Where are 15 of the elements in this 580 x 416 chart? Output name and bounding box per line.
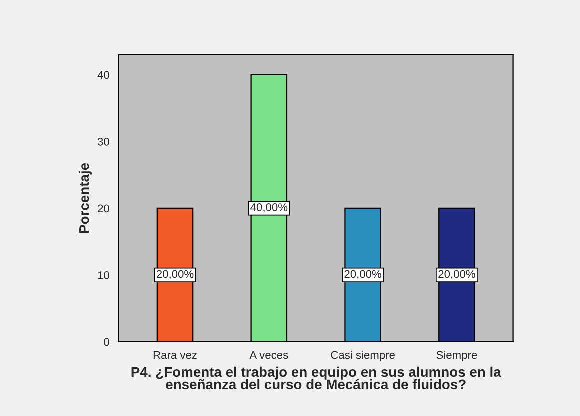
- x-tick-label: A veces: [250, 351, 288, 360]
- x-tick-label: Rara vez: [154, 351, 197, 360]
- x-tick-label: Casi siempre: [331, 350, 395, 362]
- x-axis-title: P4. ¿Fomenta el trabajo en equipo en sus alumnos en la enseñanza del curso de Mecánica de fluidos?: [132, 366, 502, 390]
- x-tick-label: Siempre: [436, 350, 478, 362]
- y-tick-label: 40: [98, 71, 110, 80]
- y-tick-label: 30: [98, 138, 110, 146]
- data-label: 20,00%: [344, 270, 382, 280]
- y-axis-title: Porcentaje: [79, 163, 92, 234]
- data-label: 20,00%: [438, 270, 476, 280]
- y-tick-label: 0: [104, 338, 110, 346]
- data-label: 20,00%: [156, 270, 194, 280]
- y-tick-label: 10: [98, 271, 110, 280]
- data-label: 40,00%: [250, 204, 288, 213]
- y-tick-label: 20: [98, 204, 110, 213]
